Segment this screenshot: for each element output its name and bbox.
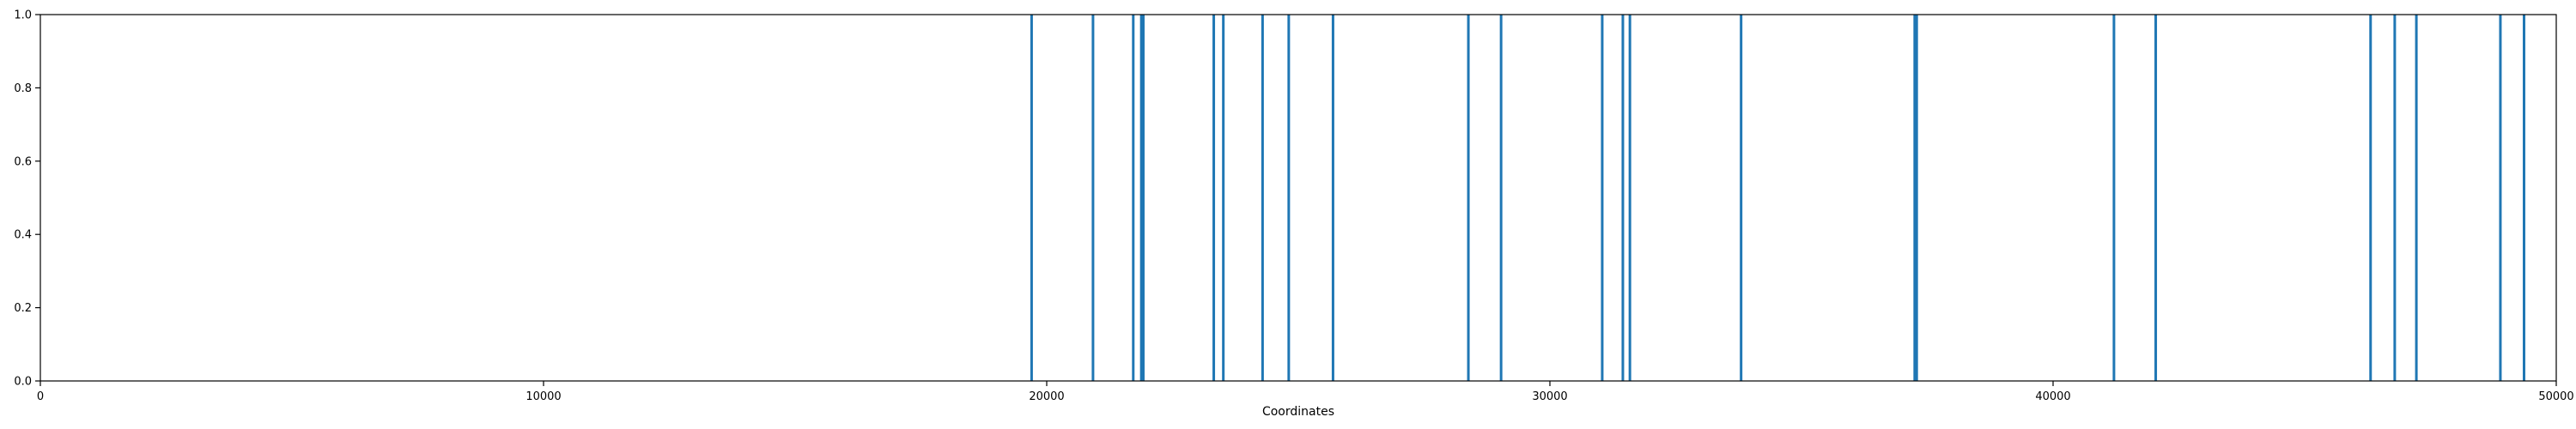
y-axis: 0.0 0.2 0.4 0.6 0.8 1.0	[14, 9, 40, 389]
plot-frame	[39, 14, 2557, 382]
x-axis: 0 10000 20000 30000 40000 50000	[37, 381, 2574, 403]
y-tick-label: 0.6	[14, 155, 32, 168]
x-tick-label: 40000	[2035, 390, 2070, 403]
plot-area	[1030, 15, 2525, 381]
y-tick-label: 0.4	[14, 229, 32, 242]
y-tick-label: 0.0	[14, 376, 32, 389]
x-tick-label: 20000	[1029, 390, 1064, 403]
x-axis-label: Coordinates	[1262, 405, 1334, 419]
y-tick-label: 0.2	[14, 302, 32, 315]
x-tick-label: 50000	[2538, 390, 2573, 403]
x-tick-label: 30000	[1532, 390, 1567, 403]
x-tick-label: 10000	[526, 390, 561, 403]
x-tick-label: 0	[37, 390, 44, 403]
y-tick-label: 0.8	[14, 82, 32, 95]
y-tick-label: 1.0	[14, 9, 32, 22]
